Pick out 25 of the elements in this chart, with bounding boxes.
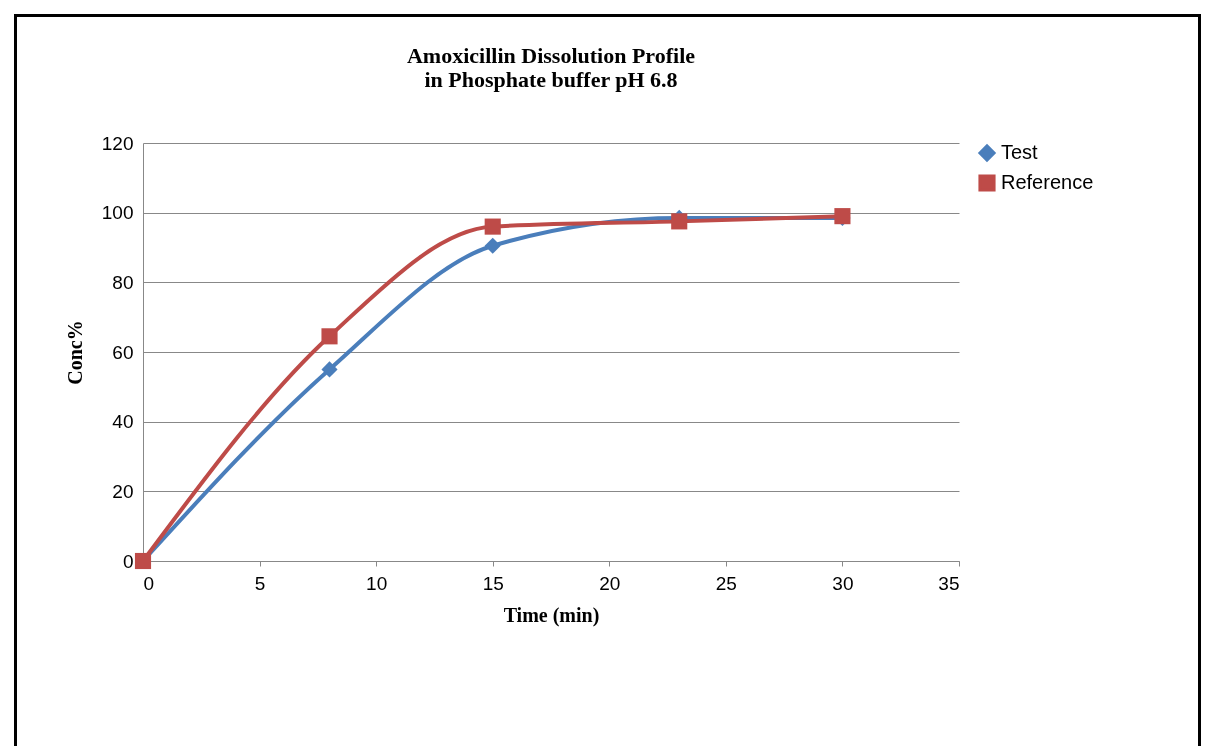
point xyxy=(484,218,501,235)
x-tick-label: 0 xyxy=(143,572,155,594)
x-tick-label: 5 xyxy=(254,572,266,594)
chart-title: Amoxicillin Dissolution Profile in Phosphate buffer pH 6.8 xyxy=(406,43,696,92)
point xyxy=(484,237,501,254)
x-axis-title: Time (min) xyxy=(503,603,600,627)
x-tick-label: 30 xyxy=(832,572,854,594)
legend-label: Test xyxy=(1001,141,1039,163)
y-tick-label: 120 xyxy=(101,132,134,154)
y-axis-title: Conc% xyxy=(63,320,86,385)
legend-label: Reference xyxy=(1001,171,1094,193)
x-tick-label: 35 xyxy=(938,572,960,594)
point xyxy=(671,213,688,230)
point xyxy=(321,361,338,378)
y-tick-label: 20 xyxy=(112,480,134,502)
y-tick-label: 0 xyxy=(122,550,134,572)
x-tick-label: 10 xyxy=(366,572,388,594)
point xyxy=(321,328,338,345)
x-tick-label: 25 xyxy=(715,572,737,594)
y-tick-label: 60 xyxy=(112,341,134,363)
x-tick-label: 20 xyxy=(599,572,621,594)
y-tick-label: 80 xyxy=(112,271,134,293)
x-tick-label: 15 xyxy=(482,572,504,594)
y-tick-label: 100 xyxy=(101,202,134,224)
y-tick-label: 40 xyxy=(112,411,134,433)
